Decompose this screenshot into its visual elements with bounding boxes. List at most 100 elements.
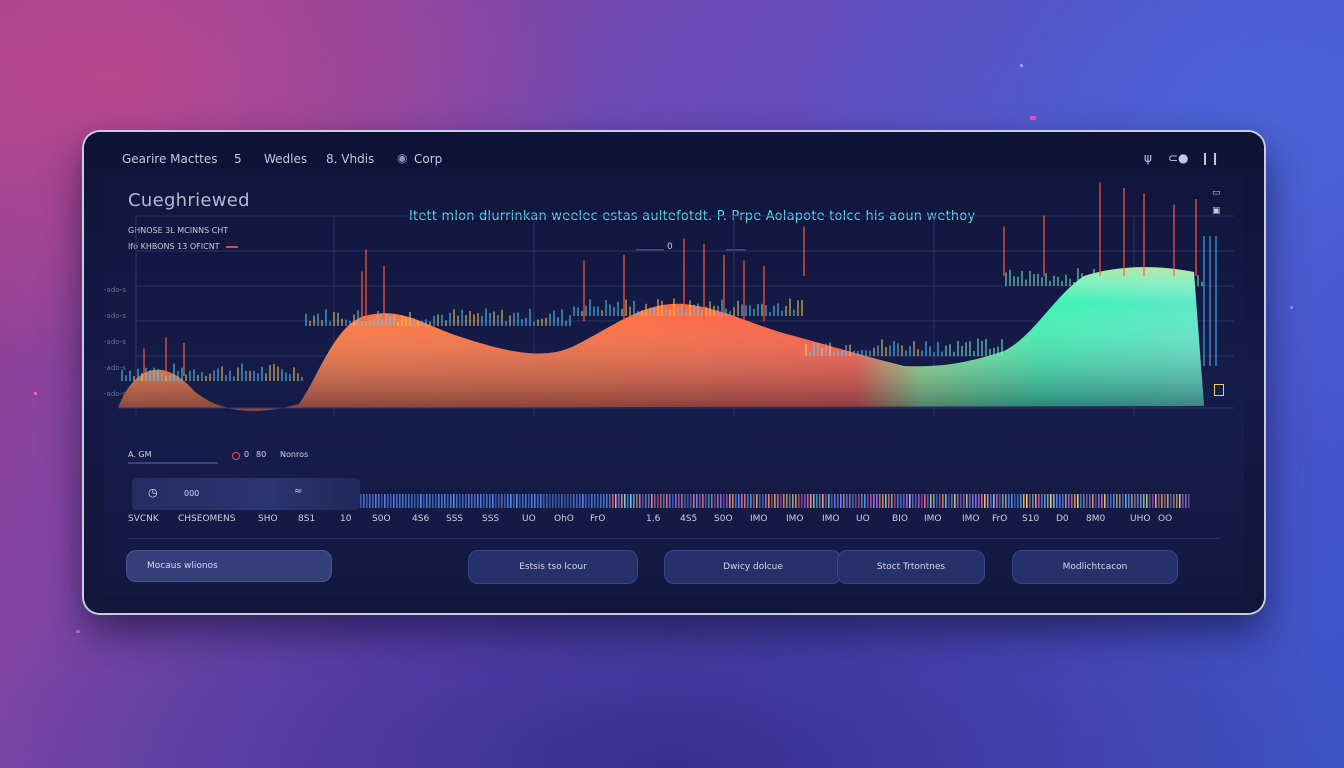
timeline-tick xyxy=(945,494,947,508)
menu-item-5[interactable]: 5 xyxy=(234,152,242,166)
timeline-tick xyxy=(1086,494,1088,508)
timeline-tick xyxy=(714,494,716,508)
scale-label: IMO xyxy=(750,514,768,524)
dwicy-button[interactable]: Dwicy dolcue xyxy=(664,550,842,584)
timeline-tick xyxy=(993,494,995,508)
timeline-tick xyxy=(828,494,830,508)
wifi-icon[interactable]: ψ xyxy=(1144,151,1152,165)
timeline-tick xyxy=(465,494,467,508)
timeline-tick xyxy=(381,494,383,508)
timeline-tick xyxy=(1035,494,1037,508)
scale-label: SSS xyxy=(482,514,500,524)
timeline-tick xyxy=(738,494,740,508)
timeline-tick xyxy=(933,494,935,508)
record-dot-icon[interactable] xyxy=(232,452,240,460)
chart-scroll-handle[interactable] xyxy=(1214,384,1224,396)
timeline-tick xyxy=(636,494,638,508)
timeline-tick xyxy=(618,494,620,508)
timeline-tick xyxy=(1095,494,1097,508)
modlich-button[interactable]: Modlichtcacon xyxy=(1012,550,1178,584)
timeline-tick xyxy=(903,494,905,508)
timeline-tick xyxy=(831,494,833,508)
timeline-strip[interactable] xyxy=(360,494,1210,508)
timeline-tick xyxy=(741,494,743,508)
scale-label: S10 xyxy=(1022,514,1040,524)
panel-settings-icon[interactable]: ▣ xyxy=(1212,206,1221,216)
divider xyxy=(128,538,1220,539)
timeline-tick xyxy=(1092,494,1094,508)
mocaus-button[interactable]: Mocaus wlionos xyxy=(126,550,332,582)
toggle-icon[interactable]: ⊂● xyxy=(1168,151,1189,165)
clock-icon[interactable]: ◷ xyxy=(148,486,158,499)
timeline-tick xyxy=(1020,494,1022,508)
timeline-tick xyxy=(474,494,476,508)
chart-panel: Cueghriewed GHNOSE 3L MCINNS CHT Ifo KHB… xyxy=(104,176,1244,596)
timeline-tick xyxy=(873,494,875,508)
panel-expand-icon[interactable]: ▭ xyxy=(1212,188,1221,198)
transport-bar[interactable] xyxy=(132,478,360,510)
scale-label: 8S1 xyxy=(298,514,316,524)
timeline-tick xyxy=(777,494,779,508)
background-speck xyxy=(76,630,80,633)
timeline-tick xyxy=(960,494,962,508)
timeline-tick xyxy=(1071,494,1073,508)
timeline-tick xyxy=(1044,494,1046,508)
timeline-tick xyxy=(1131,494,1133,508)
timeline-tick xyxy=(909,494,911,508)
timeline-tick xyxy=(1056,494,1058,508)
legend-value: 80 xyxy=(256,450,267,459)
scale-label: SSS xyxy=(446,514,464,524)
y-axis-label: -ado-s xyxy=(104,286,126,294)
menu-item-corp[interactable]: Corp xyxy=(414,152,443,166)
timeline-tick xyxy=(1116,494,1118,508)
timeline-tick xyxy=(840,494,842,508)
timeline-tick xyxy=(783,494,785,508)
transport-marker[interactable]: ≈ xyxy=(294,486,303,497)
timeline-tick xyxy=(444,494,446,508)
panel-title: Cueghriewed xyxy=(128,190,250,211)
timeline-tick xyxy=(876,494,878,508)
timeline-tick xyxy=(870,494,872,508)
timeline-tick xyxy=(477,494,479,508)
timeline-tick xyxy=(753,494,755,508)
scale-label: BIO xyxy=(892,514,908,524)
timeline-tick xyxy=(432,494,434,508)
timeline-tick xyxy=(546,494,548,508)
timeline-tick xyxy=(369,494,371,508)
timeline-tick xyxy=(885,494,887,508)
timeline-tick xyxy=(666,494,668,508)
timeline-tick xyxy=(963,494,965,508)
timeline-tick xyxy=(750,494,752,508)
timeline-tick xyxy=(510,494,512,508)
timeline-tick xyxy=(1137,494,1139,508)
scale-label: OhO xyxy=(554,514,574,524)
timeline-tick xyxy=(759,494,761,508)
signal-icon[interactable]: ❙❙ xyxy=(1200,151,1221,165)
timeline-tick xyxy=(987,494,989,508)
timeline-tick xyxy=(633,494,635,508)
scale-label: 4S6 xyxy=(412,514,430,524)
timeline-tick xyxy=(480,494,482,508)
timeline-tick xyxy=(561,494,563,508)
timeline-tick xyxy=(507,494,509,508)
menu-item-vhdis[interactable]: 8. Vhdis xyxy=(326,152,375,166)
timeline-tick xyxy=(720,494,722,508)
scale-label: IMO xyxy=(786,514,804,524)
timeline-tick xyxy=(504,494,506,508)
scale-label: FrO xyxy=(590,514,606,524)
menu-item-wedles[interactable]: Wedles xyxy=(264,152,308,166)
timeline-tick xyxy=(897,494,899,508)
stoct-button[interactable]: Stoct Trtontnes xyxy=(837,550,985,584)
timeline-tick xyxy=(600,494,602,508)
timeline-tick xyxy=(1038,494,1040,508)
timeline-tick xyxy=(1167,494,1169,508)
timeline-tick xyxy=(366,494,368,508)
timeline-tick xyxy=(1032,494,1034,508)
timeline-tick xyxy=(1089,494,1091,508)
timeline-tick xyxy=(789,494,791,508)
estsis-button[interactable]: Estsis tso lcour xyxy=(468,550,638,584)
timeline-tick xyxy=(1143,494,1145,508)
timeline-tick xyxy=(1008,494,1010,508)
top-bar: Gearire Macttes 5 Wedles 8. Vhdis ◉ Corp… xyxy=(84,132,1264,176)
timeline-tick xyxy=(774,494,776,508)
